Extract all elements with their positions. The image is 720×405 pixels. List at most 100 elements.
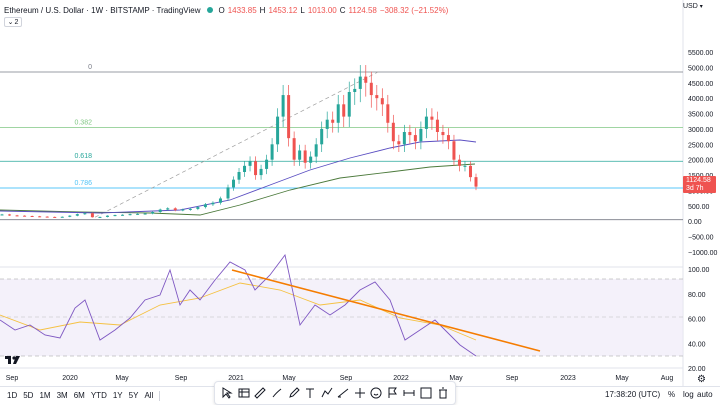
price-tick-label: −1000.00	[688, 250, 717, 257]
candle-body	[402, 132, 406, 145]
rsi-ma-line[interactable]	[0, 282, 477, 341]
candle-body	[98, 216, 102, 218]
candle-body	[237, 172, 241, 180]
chart-canvas[interactable]: 0 0.382 0.618 0.786 5500.00 5000.00 4500.00 40…	[0, 0, 720, 386]
candle-body	[276, 116, 280, 145]
ohlc-values: O 1433.85 H 1453.12 L 1013.00 C 1124.58 −308…	[219, 6, 449, 15]
price-tick-label: −500.00	[688, 235, 714, 242]
last-price-label: 1124.58 3d 7h	[683, 176, 716, 193]
log-scale-button[interactable]: log	[683, 390, 694, 399]
candle-body	[331, 119, 335, 123]
time-tick-label: May	[449, 375, 463, 382]
candle-body	[68, 215, 72, 217]
candle-body	[259, 168, 263, 176]
change-value: −308.32 (−21.52%)	[379, 5, 449, 15]
rsi-tick-label: 80.00	[688, 292, 706, 299]
candle-body	[292, 138, 296, 160]
candle-body	[0, 214, 4, 216]
text-icon[interactable]	[303, 386, 317, 400]
time-tick-label: 2022	[393, 375, 409, 382]
low-value: 1013.00	[307, 5, 337, 15]
candle-body	[45, 216, 49, 218]
candle-body	[419, 128, 423, 142]
utc-clock[interactable]: 17:38:20 (UTC)	[605, 390, 661, 399]
price-tick-label: 2500.00	[688, 142, 713, 149]
fib-trend-line[interactable]	[94, 71, 379, 218]
range-button-1m[interactable]: 1M	[39, 391, 51, 400]
range-button-5y[interactable]: 5Y	[128, 391, 139, 400]
range-button-5d[interactable]: 5D	[23, 391, 34, 400]
close-label: C	[339, 5, 346, 15]
time-tick-label: May	[282, 375, 296, 382]
candle-body	[226, 187, 230, 199]
time-tick-label: Sep	[340, 375, 353, 382]
range-button-ytd[interactable]: YTD	[90, 391, 107, 400]
brush-icon[interactable]	[270, 386, 284, 400]
auto-scale-button[interactable]: auto	[697, 390, 713, 399]
range-button-3m[interactable]: 3M	[56, 391, 68, 400]
range-button-all[interactable]: All	[144, 391, 154, 400]
measure-icon[interactable]	[402, 386, 416, 400]
candle-body	[211, 202, 215, 205]
candle-body	[121, 214, 125, 216]
drawing-toolbar	[214, 381, 456, 405]
price-tick-label: 3500.00	[688, 112, 713, 119]
symbol-title[interactable]: Ethereum / U.S. Dollar · 1W · BITSTAMP ·…	[4, 5, 201, 15]
currency-selector[interactable]: USD ▾	[683, 3, 703, 10]
cursor-icon[interactable]	[220, 386, 234, 400]
ma-slow-line[interactable]	[0, 163, 476, 216]
candle-body	[196, 207, 200, 209]
collapse-indicators-button[interactable]: ⌄ 2	[4, 17, 22, 27]
candle-body	[309, 156, 313, 163]
ruler-icon[interactable]	[253, 386, 267, 400]
trend-icon[interactable]	[336, 386, 350, 400]
candle-body	[336, 104, 340, 123]
price-tick-label: 3000.00	[688, 127, 713, 134]
candle-body	[386, 104, 390, 123]
path-icon[interactable]	[320, 386, 334, 400]
table-icon-glyph	[238, 388, 250, 398]
low-label: L	[300, 5, 305, 15]
candle-body	[53, 216, 57, 218]
candle-body	[298, 150, 302, 160]
frame-icon[interactable]	[419, 386, 433, 400]
bar-countdown: 3d 7h	[686, 185, 704, 192]
pen-icon[interactable]	[287, 386, 301, 400]
candle-body	[287, 95, 291, 139]
candle-body	[181, 209, 185, 211]
rsi-trendline[interactable]	[231, 269, 541, 352]
candle-body	[254, 161, 258, 176]
candle-body	[452, 141, 456, 160]
gear-icon[interactable]: ⚙	[697, 374, 706, 385]
chevron-down-icon: ⌄	[7, 19, 14, 26]
symbol-legend[interactable]: Ethereum / U.S. Dollar · 1W · BITSTAMP ·…	[4, 3, 448, 17]
candle-body	[83, 213, 87, 215]
candle-body	[457, 159, 461, 166]
candle-body	[347, 92, 351, 117]
candle-body	[441, 132, 445, 136]
emoji-icon[interactable]	[369, 386, 383, 400]
sparkle-icon[interactable]	[353, 386, 367, 400]
ma-fast-line[interactable]	[0, 139, 477, 214]
time-tick-label: 2021	[228, 375, 244, 382]
table-icon[interactable]	[237, 386, 251, 400]
candle-body	[364, 76, 368, 83]
candle-body	[430, 116, 434, 120]
candle-body	[143, 213, 147, 215]
candle-body	[166, 208, 170, 210]
trash-icon[interactable]	[436, 386, 450, 400]
price-tick-label: 5000.00	[688, 65, 713, 72]
time-tick-label: May	[115, 375, 129, 382]
range-button-1y[interactable]: 1Y	[112, 391, 123, 400]
range-button-1d[interactable]: 1D	[7, 391, 18, 400]
percent-scale-button[interactable]: %	[668, 390, 676, 399]
emoji-icon-glyph	[370, 387, 382, 399]
candle-body	[325, 119, 329, 129]
candle-body	[90, 213, 94, 218]
range-button-6m[interactable]: 6M	[73, 391, 85, 400]
candle-body	[369, 82, 373, 96]
price-tick-label: 4500.00	[688, 81, 713, 88]
candle-body	[303, 150, 307, 163]
flag-icon[interactable]	[386, 386, 400, 400]
candle-body	[75, 214, 79, 216]
